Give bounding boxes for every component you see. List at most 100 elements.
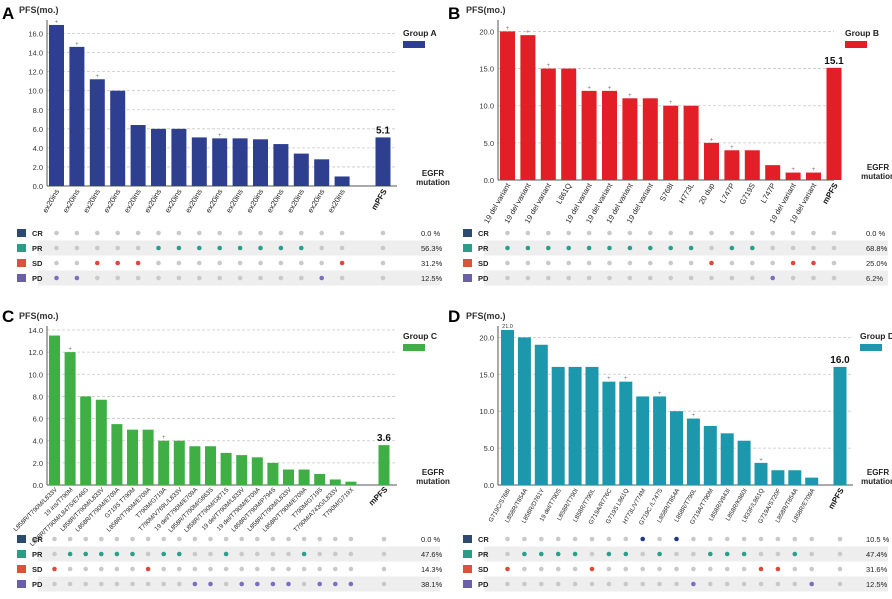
response-dot [333, 566, 338, 572]
censor-mark: + [547, 63, 551, 69]
response-dot [286, 536, 291, 542]
response-dot [145, 536, 151, 542]
y-tick-label: 4.0 [33, 437, 43, 446]
response-rate: 47.4% [866, 550, 888, 559]
x-tick-label: ex20ins [102, 187, 123, 214]
response-dot [831, 245, 837, 251]
response-dot [668, 260, 673, 266]
censor-mark: + [607, 376, 611, 382]
response-dot [522, 551, 527, 557]
response-dot [380, 245, 386, 251]
bar [49, 24, 64, 186]
response-dot [709, 260, 714, 266]
response-label: CR [32, 535, 43, 544]
bar [585, 366, 599, 485]
bar [520, 35, 536, 181]
response-dot [95, 275, 100, 281]
bar [568, 366, 582, 485]
response-dot [607, 245, 612, 251]
response-dot [145, 551, 151, 557]
response-dot [539, 551, 544, 557]
response-label: PD [32, 274, 43, 283]
response-dot [657, 551, 662, 557]
response-dot [640, 536, 645, 542]
response-swatch [463, 535, 472, 543]
response-rate: 31.6% [866, 565, 888, 574]
legend-swatch [860, 344, 882, 351]
response-dot [708, 536, 713, 542]
bar [158, 440, 170, 485]
bar [602, 90, 617, 180]
response-dot [837, 536, 843, 542]
response-dot [674, 581, 679, 587]
response-dot [648, 245, 653, 251]
panel-c: C PFS(mo.)0.02.04.06.08.010.012.014.0L85… [2, 307, 450, 592]
response-dot [758, 581, 764, 587]
response-dot [208, 581, 213, 587]
response-dot [775, 566, 781, 572]
median-label: mPFS [827, 486, 846, 511]
y-tick-label: 0.0 [33, 481, 43, 490]
median-label: mPFS [367, 485, 390, 508]
response-dot [381, 551, 387, 557]
response-dot [258, 245, 263, 251]
response-dot [758, 551, 764, 557]
censor-mark: + [96, 74, 100, 80]
panel-letter: C [2, 307, 14, 326]
bar [314, 473, 326, 485]
censor-mark: + [68, 347, 72, 353]
response-dot [627, 230, 633, 236]
response-dot [691, 566, 696, 572]
response-dot [837, 551, 843, 557]
y-tick-label: 2.0 [33, 163, 43, 172]
response-dot [286, 551, 291, 557]
bar [561, 68, 577, 180]
response-dot [301, 536, 307, 542]
response-dot [627, 260, 633, 266]
response-dot [741, 536, 747, 542]
bar [683, 105, 699, 180]
response-dot [566, 260, 571, 266]
response-dot [607, 275, 612, 281]
bar [329, 479, 341, 485]
response-dot [606, 551, 612, 557]
response-dot [729, 230, 735, 236]
response-dot [674, 536, 679, 542]
response-dot [668, 245, 673, 251]
response-dot [208, 566, 213, 572]
response-label: PR [32, 550, 43, 559]
response-dot [339, 230, 345, 236]
response-dot [729, 260, 735, 266]
response-dot [161, 581, 166, 587]
response-label: PD [478, 580, 489, 589]
censor-mark: + [692, 413, 696, 419]
response-dot [54, 245, 59, 251]
response-dot [831, 230, 837, 236]
response-dot [237, 245, 243, 251]
y-axis-title: PFS(mo.) [19, 311, 59, 321]
response-dot [54, 230, 59, 236]
response-dot [319, 245, 325, 251]
response-dot [192, 581, 198, 587]
legend-label: Group A [403, 28, 437, 38]
x-tick-label: L861Q [554, 181, 573, 205]
response-label: PR [478, 550, 489, 559]
censor-mark: + [658, 391, 662, 397]
response-dot [176, 230, 182, 236]
response-dot [217, 260, 222, 266]
response-dot [217, 245, 222, 251]
response-dot [640, 566, 645, 572]
panel-letter: B [448, 4, 460, 23]
response-dot [505, 245, 510, 251]
response-dot [317, 581, 323, 587]
x-tick-label: ex20ins [285, 187, 306, 214]
response-dot [688, 230, 694, 236]
bar [232, 138, 248, 186]
response-swatch [17, 229, 26, 237]
bar [189, 446, 201, 485]
response-swatch [17, 535, 26, 543]
bar [501, 330, 514, 485]
y-tick-label: 14.0 [28, 49, 43, 58]
censor-mark: + [624, 376, 628, 382]
response-dot [627, 275, 633, 281]
